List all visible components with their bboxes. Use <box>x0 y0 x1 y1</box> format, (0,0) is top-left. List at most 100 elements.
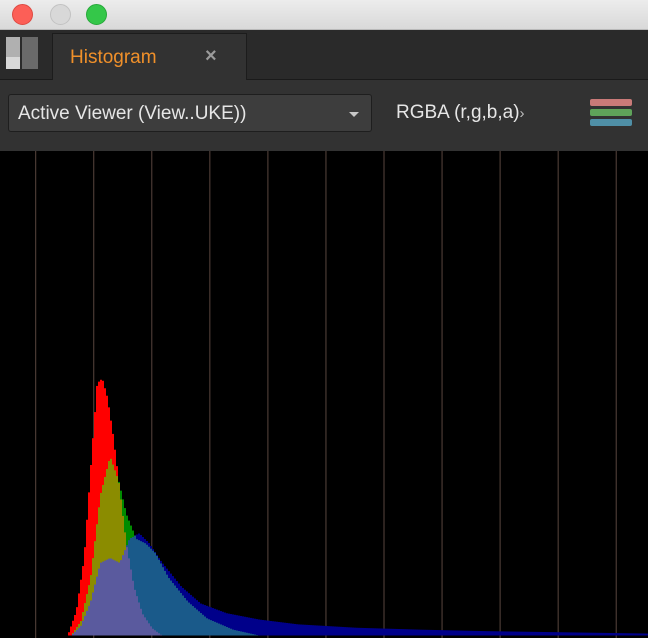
histogram-bin <box>136 534 138 540</box>
histogram-bin <box>256 619 258 636</box>
title-bar <box>0 0 648 30</box>
histogram-bin <box>72 632 74 634</box>
histogram-bin <box>564 632 566 636</box>
channel-select-arrow-icon: › <box>519 105 525 122</box>
histogram-bin <box>92 557 94 593</box>
histogram-bin <box>480 631 482 636</box>
histogram-bin <box>208 606 210 620</box>
close-window-button[interactable] <box>12 4 33 25</box>
histogram-bin <box>622 633 624 636</box>
histogram-bin <box>240 630 242 636</box>
histogram-bin <box>218 623 220 636</box>
histogram-bin <box>566 632 568 636</box>
histogram-bin <box>642 633 644 636</box>
minimize-window-button[interactable] <box>50 4 71 25</box>
histogram-bin <box>224 612 226 627</box>
histogram-bin <box>140 540 142 609</box>
histogram-bin <box>108 558 110 636</box>
histogram-bin <box>250 633 252 636</box>
histogram-bin <box>628 633 630 636</box>
histogram-bin <box>138 533 140 541</box>
histogram-bin <box>530 631 532 636</box>
histogram-bin <box>438 630 440 636</box>
histogram-bin <box>160 634 162 636</box>
histogram-bin <box>332 626 334 636</box>
histogram-bin <box>142 537 144 543</box>
histogram-bin <box>134 535 136 590</box>
histogram-bin <box>110 458 112 559</box>
histogram-bin <box>124 531 126 551</box>
histogram-bin <box>604 632 606 636</box>
maximize-window-button[interactable] <box>86 4 107 25</box>
histogram-bin <box>592 632 594 636</box>
histogram-bin <box>306 624 308 636</box>
histogram-bin <box>322 625 324 636</box>
histogram-bin <box>228 627 230 636</box>
histogram-bin <box>288 623 290 636</box>
histogram-bin <box>362 627 364 636</box>
histogram-bin <box>402 629 404 636</box>
histogram-bin <box>100 562 102 636</box>
histogram-bin <box>100 379 102 493</box>
histogram-bin <box>508 631 510 636</box>
histogram-bin <box>556 632 558 636</box>
histogram-bin <box>380 628 382 636</box>
histogram-bin <box>624 633 626 636</box>
histogram-bin <box>146 541 148 545</box>
histogram-bin <box>634 633 636 636</box>
histogram-bin <box>318 625 320 636</box>
histogram-bin <box>82 611 84 621</box>
histogram-bin <box>372 628 374 636</box>
histogram-bin <box>452 630 454 636</box>
histogram-bin <box>574 632 576 636</box>
histogram-bin <box>246 617 248 633</box>
histogram-bin <box>192 596 194 607</box>
histogram-bin <box>156 554 158 556</box>
channel-select[interactable]: RGBA (r,g,b,a)› <box>396 102 525 124</box>
histogram-bin <box>104 560 106 636</box>
histogram-bin <box>468 630 470 636</box>
histogram-bin <box>168 571 170 579</box>
histogram-bin <box>238 630 240 636</box>
histogram-bin <box>512 631 514 636</box>
histogram-bin <box>230 614 232 629</box>
tab-histogram[interactable]: Histogram × <box>52 33 247 80</box>
histogram-bin <box>212 608 214 621</box>
histogram-bin <box>250 617 252 634</box>
histogram-bin <box>148 622 150 636</box>
histogram-bin <box>442 630 444 636</box>
histogram-bin <box>632 633 634 636</box>
histogram-bin <box>600 632 602 636</box>
histogram-bin <box>220 623 222 636</box>
pane-menu-icon[interactable] <box>6 37 38 69</box>
channel-stripe-red <box>590 99 632 106</box>
histogram-bin <box>570 632 572 636</box>
histogram-bin <box>286 622 288 636</box>
histogram-bin <box>400 629 402 636</box>
histogram-bin <box>78 627 80 636</box>
histogram-bin <box>594 632 596 636</box>
histogram-bin <box>424 629 426 636</box>
histogram-bin <box>354 627 356 636</box>
histogram-bin <box>96 385 98 525</box>
histogram-bin <box>156 555 158 632</box>
histogram-bin <box>158 632 160 636</box>
histogram-bin <box>82 620 84 636</box>
histogram-bin <box>232 614 234 630</box>
tab-close-icon[interactable]: × <box>205 45 217 67</box>
viewer-select[interactable]: Active Viewer (View..UKE)) <box>8 94 372 132</box>
channel-stripes-icon[interactable] <box>590 96 632 130</box>
histogram-bin <box>558 632 560 636</box>
histogram-bin <box>394 628 396 636</box>
histogram-bin <box>78 623 80 628</box>
histogram-bin <box>204 616 206 636</box>
histogram-bin <box>106 559 108 636</box>
histogram-bin <box>114 469 116 561</box>
histogram-bin <box>312 625 314 636</box>
histogram-bin <box>520 631 522 636</box>
histogram-bin <box>474 630 476 636</box>
histogram-bin <box>76 629 78 636</box>
histogram-bin <box>170 580 172 636</box>
histogram-bin <box>118 482 120 563</box>
